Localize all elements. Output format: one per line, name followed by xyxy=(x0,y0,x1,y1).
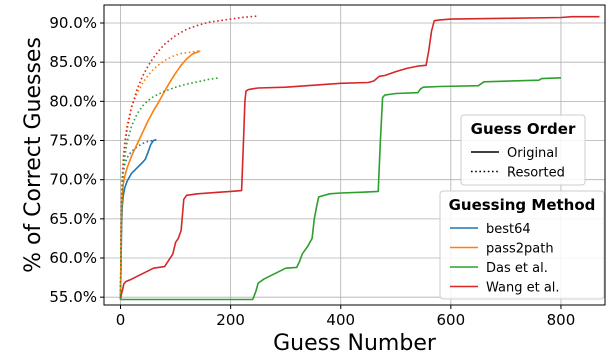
y-axis-label: % of Correct Guesses xyxy=(21,37,46,273)
x-axis-label: Guess Number xyxy=(273,331,437,356)
y-tick-label: 65.0% xyxy=(49,210,97,228)
y-tick-label: 75.0% xyxy=(49,132,97,150)
legend-label: best64 xyxy=(486,222,531,237)
y-tick-label: 90.0% xyxy=(49,14,97,32)
legend-label: Das et al. xyxy=(486,261,548,276)
series-line-wang-et-al-original xyxy=(119,15,600,300)
y-tick-label: 60.0% xyxy=(49,249,97,267)
y-tick-label: 70.0% xyxy=(49,171,97,189)
legend-guessing-method: Guessing Method best64 pass2path Das et al.… xyxy=(439,190,605,300)
legend-box xyxy=(439,190,605,300)
x-tick-label: 600 xyxy=(437,311,466,329)
series-line-das-et-al-resorted xyxy=(119,77,220,300)
legend-label: Wang et al. xyxy=(486,281,560,296)
plot-frame xyxy=(103,4,606,306)
x-tick-label: 800 xyxy=(547,311,576,329)
y-tick-label: 55.0% xyxy=(49,288,97,306)
y-tick-label: 80.0% xyxy=(49,92,97,110)
y-tick-label: 85.0% xyxy=(49,53,97,71)
series-line-best64-resorted xyxy=(119,138,157,300)
series-line-pass2path-resorted xyxy=(119,50,201,300)
series-line-wang-et-al-resorted xyxy=(119,15,259,300)
legend-title: Guessing Method xyxy=(449,196,596,214)
series-lines xyxy=(119,15,600,301)
legend-label: Original xyxy=(507,146,558,161)
legends: Guess Order Original Resorted Guessing Meth… xyxy=(439,114,605,300)
legend-guess-order: Guess Order Original Resorted xyxy=(460,114,586,186)
axis-ticks: 0 200 400 600 800 55.0% 60.0% 65.0% 70.0% 75.0% 80… xyxy=(49,14,575,329)
x-tick-label: 0 xyxy=(116,311,126,329)
legend-title: Guess Order xyxy=(471,120,576,138)
legend-box xyxy=(460,114,586,186)
x-tick-label: 200 xyxy=(216,311,245,329)
series-line-pass2path-original xyxy=(119,50,201,300)
legend-label: Resorted xyxy=(507,166,565,181)
legend-label: pass2path xyxy=(486,242,554,257)
x-tick-label: 400 xyxy=(326,311,355,329)
series-line-das-et-al-original xyxy=(120,77,562,301)
